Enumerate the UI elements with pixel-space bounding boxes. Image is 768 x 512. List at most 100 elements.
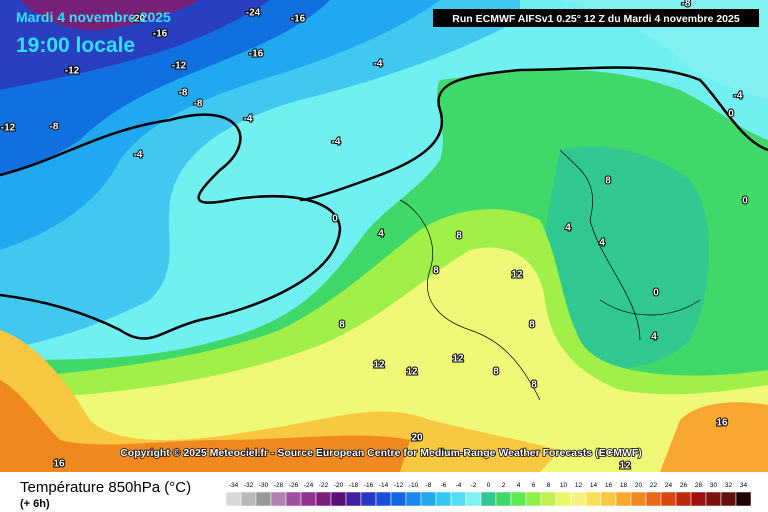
scale-swatch [240,491,257,507]
scale-swatch [435,491,452,507]
scale-label: 26 [680,482,688,489]
scale-label: 32 [725,482,733,489]
contour-label: -12 [65,66,80,77]
contour-label: 8 [531,380,537,391]
contour-label: -4 [374,59,383,70]
run-box [433,9,759,27]
warm-region [660,402,768,472]
scale-label: 6 [532,482,536,489]
warm-region [0,330,560,472]
scale-swatch [405,491,422,507]
contour-label: 0 [742,196,748,207]
contour-label: 8 [456,231,462,242]
contour-label: 12 [452,354,464,365]
scale-swatch [345,491,362,507]
scale-label: 2 [502,482,506,489]
contour-label: -12 [1,123,16,134]
scale-label: 10 [560,482,568,489]
contour-label: 8 [339,320,345,331]
contour-label: -8 [50,122,59,133]
contour-label: 20 [411,433,423,444]
scale-label: -18 [349,482,359,489]
scale-swatch [390,491,407,507]
scale-swatch [540,491,557,507]
scale-label: 28 [695,482,703,489]
scale-swatch [645,491,662,507]
mild-region [541,146,709,369]
contour-label: -16 [249,49,264,60]
scale-label: 12 [575,482,583,489]
scale-label: 24 [665,482,673,489]
coastline [399,149,701,401]
copyright: Copyright © 2025 Meteociel.fr - Source E… [120,447,642,459]
contour-label: 12 [619,461,631,472]
contour-label: -16 [153,29,168,40]
scale-swatch [495,491,512,507]
contour-label: -8 [194,99,203,110]
scale-label: -14 [379,482,389,489]
scale-swatch [360,491,377,507]
scale-swatch [615,491,632,507]
scale-swatch [480,491,497,507]
contour-label: 0 [653,288,659,299]
scale-label: 34 [740,482,748,489]
scale-label: 14 [590,482,598,489]
map-date: Mardi 4 novembre 2025 [16,9,171,25]
scale-label: 4 [517,482,521,489]
warm-region [0,247,768,472]
scale-label: -22 [319,482,329,489]
contour-label: -16 [291,14,306,25]
contour-labels: -24 -16 -20 -16 -16 -12 -12 -4 -8 -8 -4 … [0,0,749,473]
scale-label: -6 [441,482,447,489]
contour-label: -8 [682,0,691,10]
scale-label: -24 [304,482,314,489]
contour-label: 0 [332,214,338,225]
scale-swatch [600,491,617,507]
scale-label: 16 [605,482,613,489]
contour-label: 4 [599,238,605,249]
contour-label: 8 [433,266,439,277]
scale-swatch [555,491,572,507]
contour-label: 8 [529,320,535,331]
scale-swatch [420,491,437,507]
contour-label: -20 [131,14,146,25]
scale-label: 8 [547,482,551,489]
scale-label: 18 [620,482,628,489]
scale-swatch [630,491,647,507]
scale-swatch [570,491,587,507]
map-time: 19:00 locale [16,34,135,57]
run-info: Run ECMWF AIFSv1 0.25° 12 Z du Mardi 4 n… [452,13,740,25]
contour-label: 0 [728,109,734,120]
contour-label: -4 [134,150,143,161]
scale-label: 30 [710,482,718,489]
scale-swatch [225,491,242,507]
contour-label: 16 [53,459,65,470]
hot-region [0,380,410,472]
scale-label: -12 [394,482,404,489]
contour-label: -4 [332,137,341,148]
scale-swatch [585,491,602,507]
scale-swatch [660,491,677,507]
legend-step: (+ 6h) [20,498,50,510]
scale-label: 0 [487,482,491,489]
cold-region [20,0,200,31]
scale-label: -4 [456,482,462,489]
contour-label: -8 [179,88,188,99]
scale-swatch [705,491,722,507]
scale-swatch [465,491,482,507]
contour-label: -4 [734,91,743,102]
scale-label: -16 [364,482,374,489]
scale-label: -26 [289,482,299,489]
contour-label: 4 [378,229,384,240]
contour-label: 4 [651,332,657,343]
scale-swatch [735,491,752,507]
scale-swatch [510,491,527,507]
scale-label: -20 [334,482,344,489]
scale-label: -34 [229,482,239,489]
contour-label: -4 [244,114,253,125]
scale-swatch [300,491,317,507]
zero-isotherm [0,66,768,340]
scale-label: -32 [244,482,254,489]
scale-swatch [675,491,692,507]
scale-label: 22 [650,482,658,489]
